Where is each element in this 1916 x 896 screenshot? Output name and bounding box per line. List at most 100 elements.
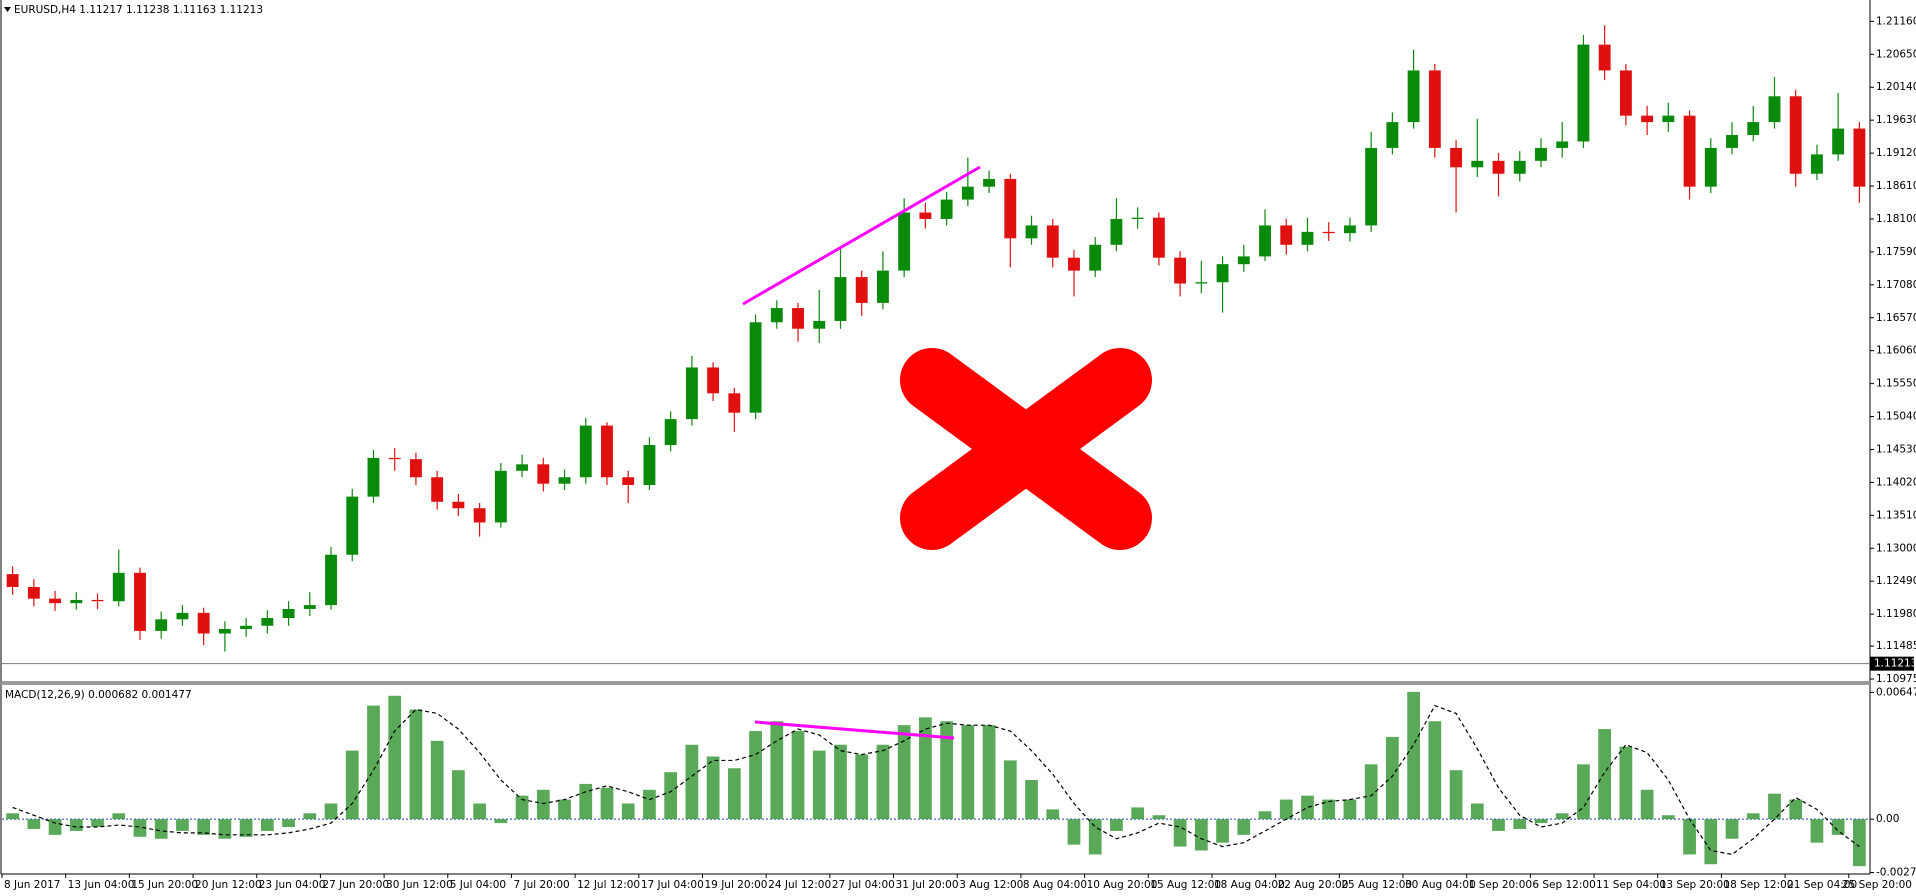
macd-trendline [754, 720, 955, 740]
candle-body [558, 477, 571, 484]
candle-body [494, 470, 507, 523]
candle-body [1025, 225, 1038, 239]
histogram-bar [239, 819, 253, 837]
y-tick-label: 1.15550 [1876, 378, 1916, 390]
x-tick-label: 30 Aug 04:00 [1405, 879, 1476, 891]
histogram-bar [791, 731, 805, 820]
histogram-bar [1683, 819, 1696, 855]
x-tick-label: 27 Jun 20:00 [322, 879, 389, 891]
histogram-bar [812, 750, 826, 820]
candle-body [155, 619, 168, 631]
histogram-bar [324, 803, 338, 820]
histogram-bar [282, 819, 295, 827]
histogram-bar [1194, 819, 1208, 851]
candle-body [1556, 141, 1569, 148]
histogram-bar [1301, 795, 1314, 820]
candle-body [197, 612, 210, 634]
histogram-bar [473, 803, 486, 820]
histogram-bar [919, 717, 932, 820]
y-tick-label: 1.19630 [1876, 114, 1916, 126]
candle-body [282, 608, 295, 619]
candle-body [579, 425, 592, 478]
candle-body [70, 599, 83, 604]
candle-body [218, 628, 231, 634]
candle-body [855, 277, 868, 303]
histogram-bar [112, 813, 126, 820]
histogram-bar [770, 721, 784, 820]
x-tick-label: 11 Sep 04:00 [1596, 879, 1666, 891]
candle-body [940, 199, 953, 219]
candle-body [1683, 115, 1696, 187]
histogram-bar [1704, 819, 1718, 865]
y-tick-label: 1.17080 [1876, 279, 1916, 291]
histogram-bar [1577, 764, 1590, 820]
candle-body [813, 320, 826, 329]
histogram-bar [1322, 799, 1336, 820]
histogram-bar [940, 721, 953, 820]
x-tick-label: 8 Aug 04:00 [1023, 879, 1087, 891]
x-tick-label: 19 Jul 20:00 [705, 879, 768, 891]
x-tick-label: 30 Jun 12:00 [386, 879, 453, 891]
histogram-bar [1386, 736, 1399, 820]
histogram-bar [452, 770, 465, 820]
y-tick-label: 1.13510 [1876, 509, 1916, 521]
x-tick-label: 13 Sep 20:00 [1660, 879, 1730, 891]
candle-body [601, 425, 613, 478]
histogram-bar [303, 813, 317, 820]
y-tick-label: 1.11485 [1876, 640, 1916, 652]
y-tick-label: 1.19120 [1876, 147, 1916, 159]
histogram-bar [1258, 811, 1272, 820]
candle-body [367, 457, 380, 497]
histogram-bar [1173, 819, 1187, 847]
candle-body [1322, 231, 1335, 234]
candle-body [622, 477, 635, 485]
y-tick-label: 1.14530 [1876, 443, 1916, 455]
histogram-bar [345, 750, 359, 820]
x-tick-label: 8 Jun 2017 [4, 879, 60, 891]
candle-body [1301, 231, 1314, 245]
candle-body [1216, 264, 1229, 283]
signal-line [12, 704, 1860, 856]
candle-body [1343, 225, 1356, 234]
histogram-bar [643, 789, 656, 820]
histogram-bar [558, 799, 571, 820]
histogram-bar [409, 709, 423, 820]
histogram-bar [1513, 819, 1527, 829]
histogram-bar [1364, 764, 1378, 820]
histogram-bar [1534, 819, 1548, 824]
histogram-bar [1407, 691, 1420, 820]
candle-body [983, 178, 996, 187]
histogram-bar [1152, 815, 1166, 820]
histogram-bar [1449, 770, 1463, 820]
y-tick-label: 1.18100 [1876, 213, 1916, 225]
last-price-label: 1.11213 [1874, 658, 1916, 670]
x-tick-label: 18 Sep 12:00 [1723, 879, 1793, 891]
candle-body [303, 605, 316, 609]
candle-body [537, 464, 550, 484]
x-tick-label: 15 Jun 20:00 [131, 879, 198, 891]
x-tick-label: 18 Aug 04:00 [1214, 879, 1285, 891]
candle-body [834, 277, 847, 321]
histogram-bar [6, 813, 19, 820]
candle-body [664, 419, 677, 445]
x-tick-label: 5 Jul 04:00 [450, 879, 506, 891]
x-tick-label: 7 Jul 20:00 [513, 879, 569, 891]
histogram-bar [1789, 799, 1803, 820]
candle-body [1450, 147, 1463, 168]
histogram-bar [1025, 780, 1038, 820]
x-tick-label: 3 Aug 12:00 [959, 879, 1023, 891]
histogram-bar [1088, 819, 1102, 855]
candle-body [1365, 147, 1378, 226]
y-tick-label: 1.11980 [1876, 608, 1916, 620]
candle-body [49, 598, 62, 604]
x-tick-label: 20 Jun 12:00 [195, 879, 262, 891]
indicator-title: MACD(12,26,9) 0.000682 0.001477 [5, 689, 192, 701]
histogram-bar [1640, 789, 1654, 820]
menu-triangle[interactable] [4, 7, 11, 12]
histogram-bar [1492, 819, 1505, 831]
candle-body [240, 625, 253, 629]
x-tick-label: 23 Jun 04:00 [259, 879, 326, 891]
candle-body [516, 464, 529, 471]
y-tick-label: 1.18610 [1876, 180, 1916, 192]
